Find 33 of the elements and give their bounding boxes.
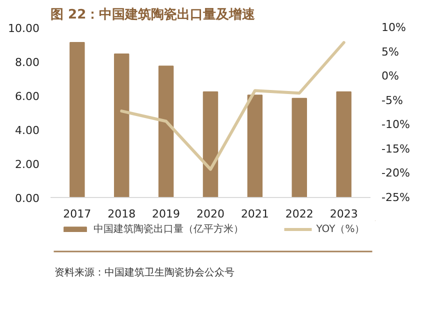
y-tick-label: 0.00 (15, 192, 40, 205)
x-tick-label: 2021 (240, 208, 269, 220)
bar (158, 66, 174, 198)
bar (336, 91, 352, 198)
bar (292, 98, 307, 198)
y2-tick-label: -5% (382, 94, 403, 107)
y2-tick-label: -10% (382, 118, 410, 132)
x-tick-label: 2017 (63, 208, 92, 220)
y-tick-label: 4.00 (15, 124, 40, 137)
chart-title: 图 22：中国建筑陶瓷出口量及增速 (50, 8, 256, 22)
legend-label: YOY（%） (316, 223, 365, 236)
line-series (120, 41, 346, 171)
bar (114, 54, 130, 198)
bar (202, 91, 218, 198)
y2-tick-label: -25% (382, 191, 410, 204)
y2-tick-label: 5% (382, 45, 399, 58)
y-tick-label: 10.00 (8, 22, 40, 35)
x-tick-label: 2022 (285, 208, 314, 220)
legend-label: 中国建筑陶瓷出口量（亿平方米） (93, 222, 244, 236)
x-tick-label: 2018 (108, 208, 136, 220)
y-tick-label: 8.00 (15, 56, 40, 69)
x-tick-label: 2020 (196, 208, 225, 220)
y-tick-label: 6.00 (15, 90, 40, 103)
y2-tick-label: 10% (382, 21, 406, 34)
x-tick-label: 2023 (330, 208, 358, 220)
bar (247, 94, 263, 198)
y2-tick-label: -20% (382, 166, 410, 180)
bar (70, 42, 85, 198)
y-tick-label: 2.00 (15, 158, 40, 171)
y2-tick-label: -15% (382, 142, 410, 156)
y2-tick-label: 0% (382, 70, 399, 83)
text: 资料来源：中国建筑卫生陶瓷协会公众号 (54, 266, 234, 278)
x-tick-label: 2019 (152, 208, 180, 220)
